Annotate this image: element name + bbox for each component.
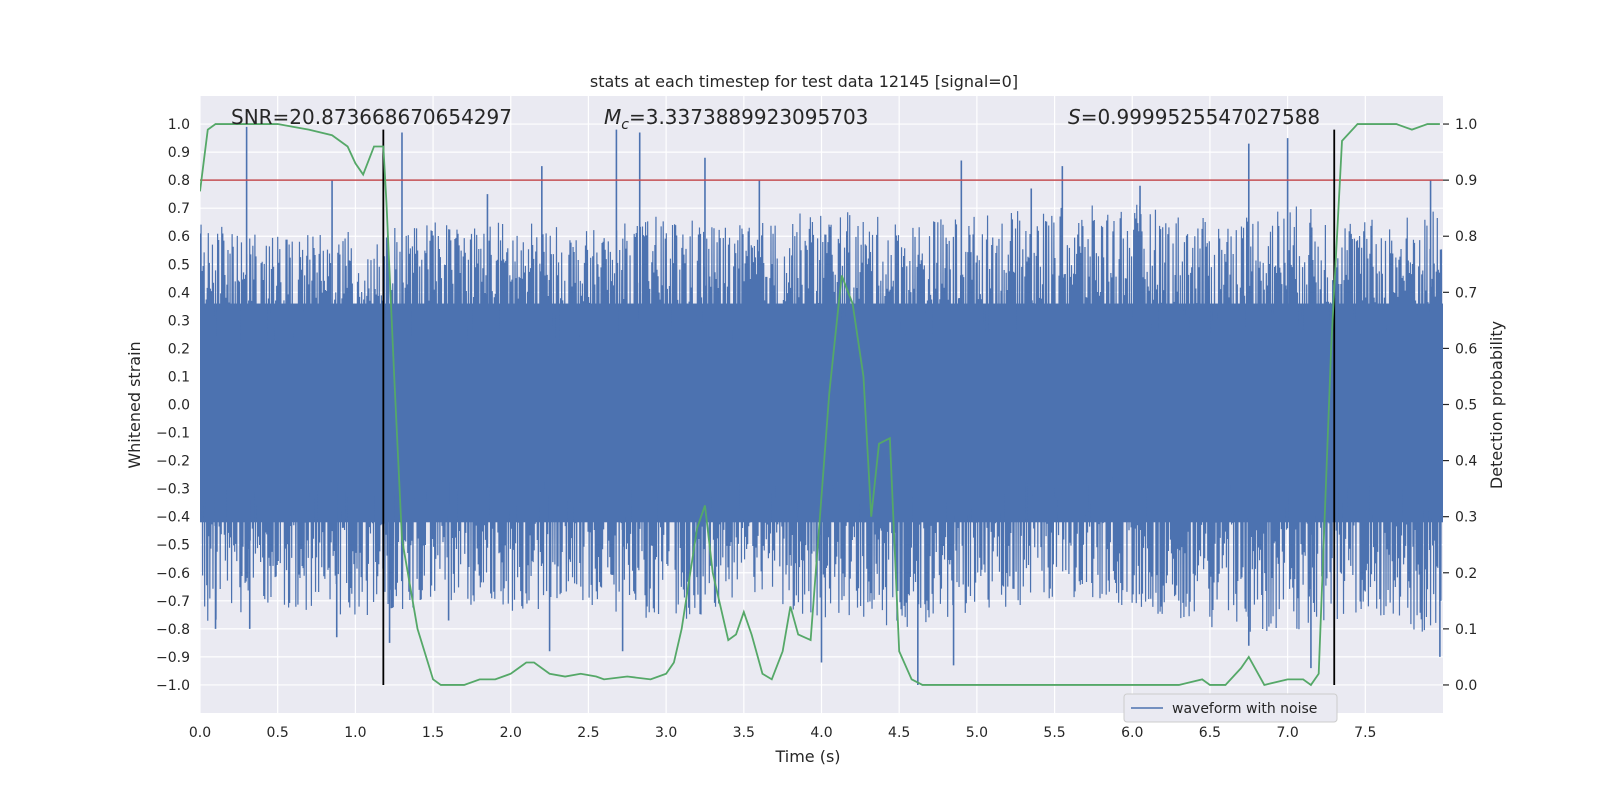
x-tick-labels: 0.0 0.5 1.0 1.5 2.0 2.5 3.0 3.5 4.0 4.5 5.0 5.5 6.0 6… <box>189 725 1377 741</box>
x-tick-label: 2.5 <box>577 725 599 741</box>
right-y-tick-label: 0.3 <box>1455 510 1477 526</box>
x-tick-label: 0.5 <box>267 725 289 741</box>
left-y-tick-label: 0.8 <box>168 173 190 189</box>
right-y-tick-label: 1.0 <box>1455 117 1477 133</box>
left-y-tick-label: −0.1 <box>156 426 190 442</box>
right-y-tick-label: 0.4 <box>1455 454 1477 470</box>
chart-title: stats at each timestep for test data 121… <box>590 72 1018 91</box>
right-y-tick-labels: 1.0 0.9 0.8 0.7 0.6 0.5 0.4 0.3 0.2 0.1 0.0 <box>1443 117 1477 694</box>
x-tick-label: 0.0 <box>189 725 211 741</box>
x-tick-label: 4.5 <box>888 725 910 741</box>
x-tick-label: 7.0 <box>1276 725 1298 741</box>
x-tick-label: 3.0 <box>655 725 677 741</box>
right-y-axis-label: Detection probability <box>1487 321 1506 489</box>
x-tick-label: 5.5 <box>1043 725 1065 741</box>
chirp-mass-subscript: c <box>621 117 629 133</box>
left-y-tick-label: −1.0 <box>156 678 190 694</box>
left-y-tick-label: 0.1 <box>168 369 190 385</box>
left-y-tick-label: −0.2 <box>156 454 190 470</box>
x-tick-label: 7.5 <box>1354 725 1376 741</box>
x-tick-label: 6.0 <box>1121 725 1143 741</box>
left-y-tick-label: 0.4 <box>168 285 190 301</box>
left-y-tick-labels: 1.0 0.9 0.8 0.7 0.6 0.5 0.4 0.3 0.2 0.1 0.0 −0.1 −0.… <box>156 117 190 694</box>
left-y-axis-label: Whitened strain <box>125 341 144 468</box>
detection-probability-line <box>200 123 1440 687</box>
left-y-tick-label: 0.5 <box>168 257 190 273</box>
score-annotation: S=0.9999525547027588 <box>1068 105 1320 129</box>
left-y-tick-label: −0.3 <box>156 482 190 498</box>
x-tick-label: 5.0 <box>966 725 988 741</box>
right-y-tick-label: 0.0 <box>1455 678 1477 694</box>
left-y-tick-label: −0.4 <box>156 510 190 526</box>
right-y-tick-label: 0.6 <box>1455 341 1477 357</box>
x-axis-label: Time (s) <box>774 747 840 766</box>
left-y-tick-label: −0.6 <box>156 566 190 582</box>
legend-label-waveform: waveform with noise <box>1172 701 1317 717</box>
chirp-mass-symbol: M <box>604 105 621 129</box>
left-y-tick-label: 0.7 <box>168 201 190 217</box>
left-y-tick-label: −0.9 <box>156 650 190 666</box>
score-symbol: S <box>1068 105 1081 129</box>
x-tick-label: 6.5 <box>1199 725 1221 741</box>
score-value: =0.9999525547027588 <box>1081 105 1320 129</box>
x-tick-label: 4.0 <box>810 725 832 741</box>
x-tick-label: 2.0 <box>500 725 522 741</box>
plot-content <box>200 123 1443 687</box>
left-y-tick-label: 1.0 <box>168 117 190 133</box>
left-y-tick-label: −0.7 <box>156 594 190 610</box>
left-y-tick-label: 0.2 <box>168 341 190 357</box>
legend-box <box>1123 693 1338 723</box>
right-y-tick-label: 0.7 <box>1455 285 1477 301</box>
right-y-tick-label: 0.5 <box>1455 398 1477 414</box>
left-y-tick-label: 0.0 <box>168 398 190 414</box>
snr-annotation: SNR=20.873668670654297 <box>231 105 512 129</box>
right-y-tick-label: 0.9 <box>1455 173 1477 189</box>
right-y-tick-label: 0.1 <box>1455 622 1477 638</box>
left-y-tick-label: 0.9 <box>168 145 190 161</box>
legend: waveform with noise <box>1123 693 1338 723</box>
chirp-mass-value: =3.3373889923095703 <box>629 105 868 129</box>
x-tick-label: 1.5 <box>422 725 444 741</box>
left-y-tick-label: −0.5 <box>156 538 190 554</box>
chirp-mass-annotation: Mc=3.3373889923095703 <box>604 105 868 133</box>
left-y-tick-label: −0.8 <box>156 622 190 638</box>
left-y-tick-label: 0.3 <box>168 313 190 329</box>
left-y-tick-label: 0.6 <box>168 229 190 245</box>
x-tick-label: 1.0 <box>344 725 366 741</box>
right-y-tick-label: 0.2 <box>1455 566 1477 582</box>
right-y-tick-label: 0.8 <box>1455 229 1477 245</box>
x-tick-label: 3.5 <box>733 725 755 741</box>
